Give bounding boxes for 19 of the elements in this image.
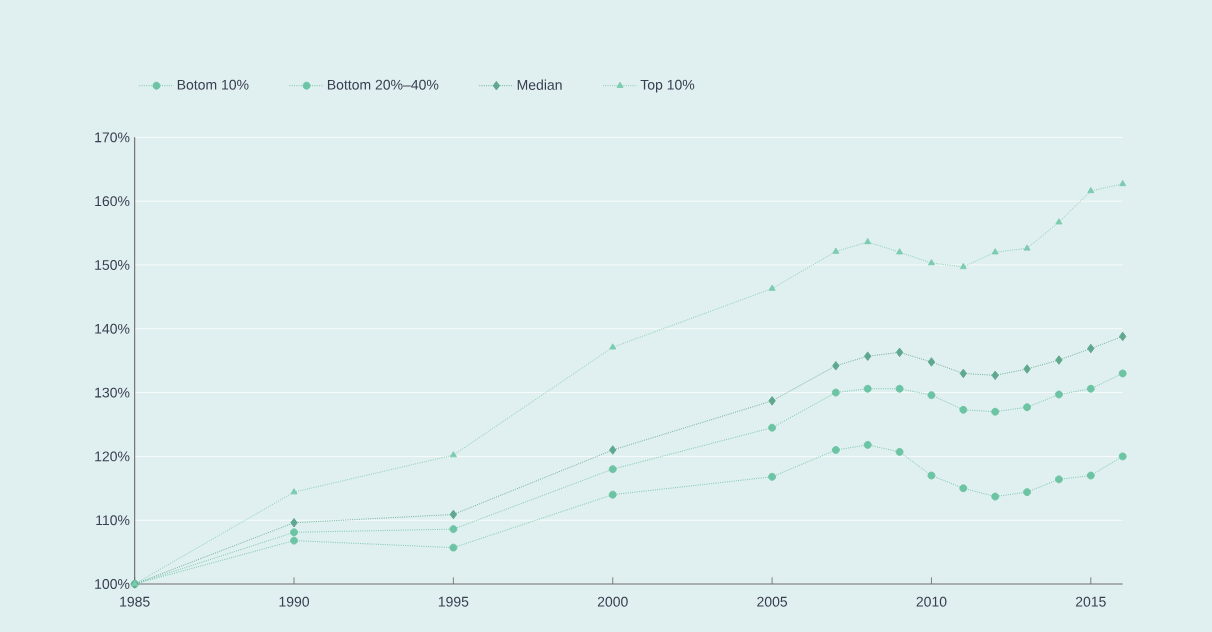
- x-tick-label: 1985: [120, 596, 150, 607]
- y-tick-label: 150%: [95, 260, 130, 270]
- y-tick-label: 130%: [95, 387, 130, 398]
- x-tick-label: 1995: [438, 596, 469, 607]
- x-tick-label: 2010: [916, 596, 947, 607]
- y-tick-label: 170%: [95, 132, 130, 143]
- legend-label: Botom 10%: [177, 79, 249, 90]
- y-tick-label: 160%: [95, 196, 130, 207]
- y-tick-label: 140%: [95, 323, 130, 334]
- x-tick-label: 2015: [1075, 596, 1106, 607]
- x-tick-label: 1990: [279, 596, 310, 607]
- x-tick-label: 2005: [757, 596, 788, 607]
- x-tick-label: 2000: [597, 596, 628, 607]
- y-tick-label: 110%: [96, 515, 130, 526]
- legend-label: Top 10%: [640, 79, 695, 93]
- legend-label: Median: [517, 79, 562, 90]
- legend-label: Bottom 20%–40%: [327, 79, 439, 90]
- y-tick-label: 100%: [95, 579, 130, 589]
- y-tick-label: 120%: [95, 451, 130, 462]
